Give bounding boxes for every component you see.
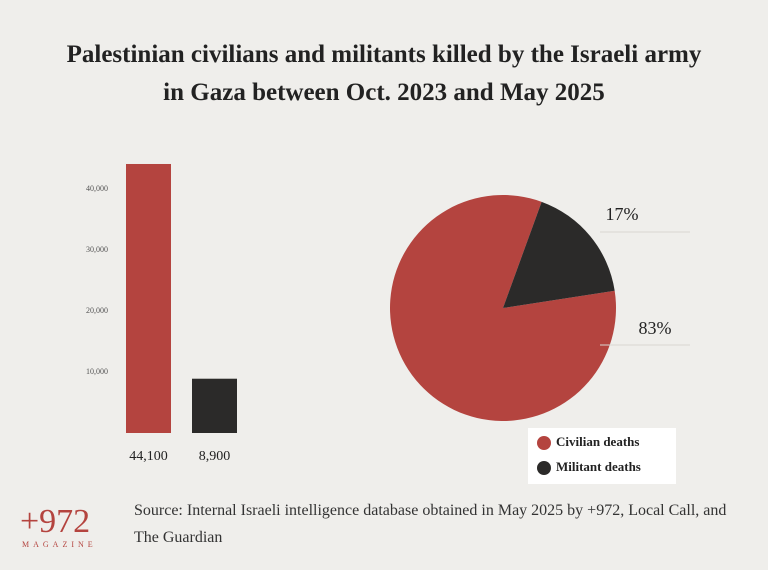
legend-marker [537, 436, 551, 450]
legend-label: Militant deaths [556, 459, 641, 474]
value-label: 8,900 [199, 449, 231, 464]
pie-slice [389, 194, 616, 421]
value-label: 44,100 [129, 449, 168, 464]
value-label: 83% [639, 318, 672, 338]
pie-slice [503, 201, 615, 308]
chart-title: Palestinian civilians and militants kill… [66, 41, 702, 106]
y-tick-label: 40,000 [86, 184, 108, 193]
legend-label: Civilian deaths [556, 434, 639, 449]
y-tick-label: 10,000 [86, 367, 108, 376]
y-tick-label: 30,000 [86, 245, 108, 254]
source: Source: Internal Israeli intelligence da… [134, 502, 727, 546]
legend-box [528, 428, 676, 484]
y-tick-label: 20,000 [86, 306, 108, 315]
bar [192, 378, 237, 433]
logo: +972 [20, 503, 91, 540]
bar [126, 163, 171, 434]
value-label: 17% [606, 204, 639, 224]
logo-subtitle: MAGAZINE [22, 540, 97, 549]
legend-marker [537, 461, 551, 475]
